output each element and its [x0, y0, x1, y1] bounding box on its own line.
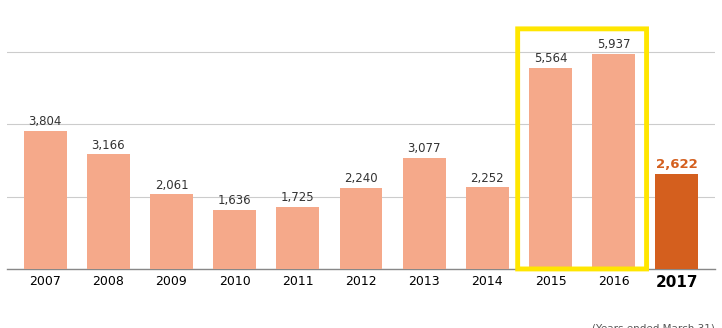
- Bar: [656, 174, 698, 269]
- Text: 3,077: 3,077: [407, 142, 441, 155]
- Bar: [592, 54, 635, 269]
- Text: 2,252: 2,252: [471, 172, 504, 185]
- Text: 1,636: 1,636: [218, 194, 251, 207]
- Text: 2,061: 2,061: [155, 178, 188, 192]
- Bar: [87, 154, 130, 269]
- Text: 1,725: 1,725: [281, 191, 315, 204]
- Bar: [529, 68, 572, 269]
- Text: 2,622: 2,622: [656, 158, 697, 171]
- Text: 3,804: 3,804: [28, 115, 62, 129]
- Bar: [403, 158, 445, 269]
- Text: 5,937: 5,937: [597, 38, 630, 51]
- Bar: [466, 188, 509, 269]
- Text: 3,166: 3,166: [92, 138, 125, 152]
- Text: 2,240: 2,240: [344, 172, 378, 185]
- Text: 5,564: 5,564: [534, 52, 567, 65]
- Bar: [150, 195, 193, 269]
- Text: (Years ended March 31): (Years ended March 31): [592, 323, 715, 328]
- Bar: [24, 131, 66, 269]
- Bar: [339, 188, 383, 269]
- Bar: [277, 207, 319, 269]
- Bar: [213, 210, 256, 269]
